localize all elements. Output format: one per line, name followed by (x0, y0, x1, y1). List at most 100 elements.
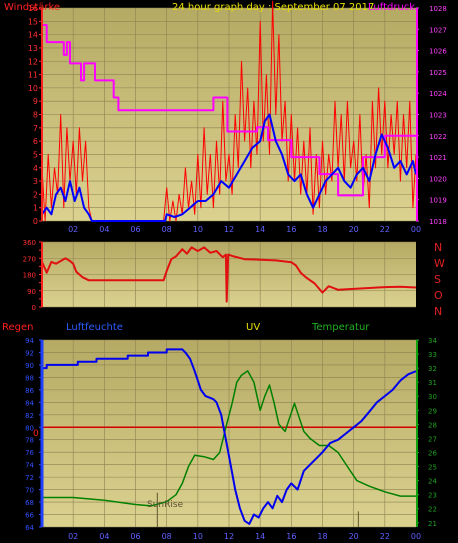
wind-tick-5: 5 (33, 150, 38, 159)
p1-x-tick-06: 06 (130, 225, 140, 234)
humidity-tick-66: 66 (25, 512, 34, 520)
direction-label-s: S (434, 273, 441, 286)
temp-tick-26: 26 (428, 449, 437, 457)
p1-x-tick-02: 02 (68, 225, 78, 234)
humidity-tick-84: 84 (25, 399, 34, 407)
p3-x-tick-08: 08 (162, 532, 172, 541)
p3-x-tick-02: 02 (68, 532, 78, 541)
humidity-tick-70: 70 (25, 487, 34, 495)
temp-tick-29: 29 (428, 407, 437, 415)
p3-x-tick-20: 20 (349, 532, 359, 541)
direction-label-n-top: N (434, 241, 443, 254)
temperature-axis-title: Temperatur (312, 322, 370, 333)
pressure-tick-1023: 1023 (429, 112, 447, 120)
dir-tick-90: 90 (27, 288, 36, 296)
humidity-tick-78: 78 (25, 437, 34, 445)
humidity-tick-74: 74 (25, 462, 34, 470)
pressure-line (42, 24, 416, 197)
humidity-tick-90: 90 (25, 362, 34, 370)
p1-x-tick-16: 16 (286, 225, 296, 234)
p1-x-tick-00: 00 (411, 225, 421, 234)
pressure-tick-1028: 1028 (429, 5, 447, 13)
p3-x-tick-06: 06 (130, 532, 140, 541)
sunrise-label: SunRise (147, 500, 184, 510)
humidity-tick-88: 88 (25, 374, 34, 382)
p1-x-tick-14: 14 (255, 225, 265, 234)
temp-tick-30: 30 (428, 393, 437, 401)
humidity-tick-72: 72 (25, 474, 34, 482)
wind-mean-line (41, 113, 417, 222)
humidity-axis-title: Luftfeuchte (66, 322, 123, 333)
wind-tick-15: 15 (28, 17, 38, 26)
wind-tick-4: 4 (33, 164, 38, 173)
wind-axis-title: Windstärke (4, 2, 61, 13)
pressure-tick-1027: 1027 (429, 26, 447, 34)
direction-label-n-bottom: N (434, 305, 443, 318)
pressure-tick-1025: 1025 (429, 69, 447, 77)
wind-tick-6: 6 (33, 137, 38, 146)
humidity-tick-64: 64 (25, 524, 34, 532)
wind-tick-7: 7 (33, 124, 38, 133)
humidity-tick-82: 82 (25, 412, 34, 420)
pressure-tick-1026: 1026 (429, 48, 447, 56)
rain-axis-title: Regen (2, 322, 34, 333)
humidity-tick-86: 86 (25, 387, 34, 395)
p1-x-tick-12: 12 (224, 225, 234, 234)
p1-x-tick-22: 22 (380, 225, 390, 234)
pressure-tick-1022: 1022 (429, 133, 447, 141)
temp-tick-32: 32 (428, 365, 437, 373)
p3-x-tick-04: 04 (99, 532, 109, 541)
temp-tick-33: 33 (428, 351, 437, 359)
wind-tick-3: 3 (33, 177, 38, 186)
humidity-tick-92: 92 (25, 349, 34, 357)
pressure-axis-title: Luftdruck (368, 2, 416, 13)
dir-tick-270: 270 (23, 255, 36, 263)
p3-x-tick-14: 14 (255, 532, 265, 541)
p3-x-tick-00: 00 (411, 532, 421, 541)
p3-x-tick-22: 22 (380, 532, 390, 541)
p3-x-tick-10: 10 (193, 532, 203, 541)
direction-label-w: W (434, 257, 445, 270)
humidity-tick-80: 80 (25, 424, 34, 432)
dir-tick-0: 0 (32, 304, 36, 312)
pressure-tick-1019: 1019 (429, 197, 447, 205)
temp-tick-28: 28 (428, 421, 437, 429)
wind-tick-12: 12 (28, 57, 38, 66)
wind-tick-8: 8 (33, 111, 38, 120)
temp-tick-27: 27 (428, 435, 437, 443)
p1-x-tick-08: 08 (162, 225, 172, 234)
temp-tick-22: 22 (428, 506, 437, 514)
wind-tick-1: 1 (33, 204, 38, 213)
wind-tick-9: 9 (33, 97, 38, 106)
graph-title: 24 hour graph day : September 07 2017 (172, 2, 375, 13)
dir-tick-180: 180 (23, 272, 36, 280)
temp-tick-25: 25 (428, 464, 437, 472)
humidity-tick-76: 76 (25, 449, 34, 457)
pressure-tick-1018: 1018 (429, 218, 447, 226)
wind-tick-13: 13 (28, 44, 38, 53)
p3-x-tick-12: 12 (224, 532, 234, 541)
wind-tick-10: 10 (28, 84, 38, 93)
temp-tick-24: 24 (428, 478, 437, 486)
temp-tick-34: 34 (428, 337, 437, 345)
humidity-tick-68: 68 (25, 499, 34, 507)
rain-zero-label: 0 (33, 429, 39, 439)
wind-tick-11: 11 (28, 71, 38, 80)
wind-direction-line (41, 246, 417, 303)
p1-x-tick-10: 10 (193, 225, 203, 234)
temperature-line (42, 370, 416, 507)
temp-tick-23: 23 (428, 492, 437, 500)
humidity-line (42, 348, 417, 525)
pressure-tick-1024: 1024 (429, 90, 447, 98)
wind-tick-0: 0 (33, 217, 38, 226)
wind-tick-2: 2 (33, 190, 38, 199)
pressure-tick-1021: 1021 (429, 154, 447, 162)
wind-tick-14: 14 (28, 31, 38, 40)
p1-x-tick-20: 20 (349, 225, 359, 234)
temp-tick-21: 21 (428, 520, 437, 528)
p1-x-tick-04: 04 (99, 225, 109, 234)
direction-label-o: O (434, 289, 443, 302)
uv-axis-title: UV (246, 322, 261, 333)
